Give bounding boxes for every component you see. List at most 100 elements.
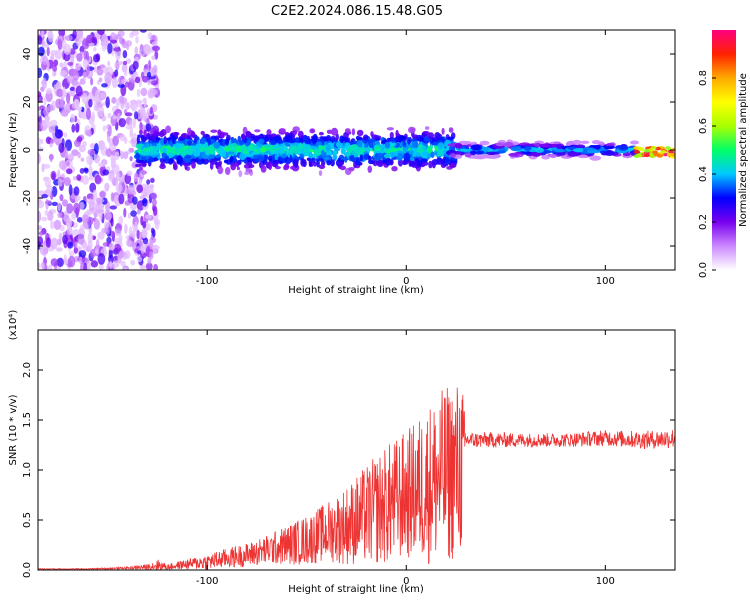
heatmap-cell <box>138 231 143 240</box>
heatmap-cell <box>51 201 58 207</box>
heatmap-cell <box>337 157 341 163</box>
heatmap-cell <box>368 141 374 148</box>
heatmap-cell <box>142 197 148 207</box>
heatmap-cell <box>367 155 372 161</box>
heatmap-cell <box>149 66 156 77</box>
heatmap-cell <box>248 144 254 152</box>
heatmap-cell <box>124 137 128 144</box>
heatmap-cell <box>38 210 42 223</box>
heatmap-cell <box>56 247 63 252</box>
heatmap-cell <box>414 158 420 162</box>
heatmap-cell <box>97 231 105 240</box>
heatmap-cell <box>88 165 93 177</box>
heatmap-cell <box>278 128 286 133</box>
heatmap-cell <box>535 147 544 153</box>
heatmap-cell <box>142 97 147 104</box>
heatmap-cell <box>280 153 287 159</box>
heatmap-cell <box>142 221 147 229</box>
heatmap-cell <box>88 98 93 108</box>
heatmap-cell <box>447 136 454 140</box>
heatmap-cell <box>186 135 191 140</box>
heatmap-cell <box>152 45 160 52</box>
heatmap-cell <box>604 150 615 156</box>
heatmap-cell <box>73 202 81 215</box>
heatmap-cell <box>51 123 56 134</box>
heatmap-cell <box>102 169 110 176</box>
heatmap-cell <box>151 55 156 61</box>
heatmap-cell <box>110 97 117 104</box>
heatmap-cell <box>132 60 139 70</box>
heatmap-cell <box>230 163 237 171</box>
heatmap-cell <box>71 123 76 133</box>
heatmap-cell <box>115 200 120 207</box>
heatmap-cell <box>150 88 158 96</box>
heatmap-cell <box>95 238 100 251</box>
heatmap-cell <box>384 141 391 149</box>
heatmap-cell <box>420 158 428 163</box>
heatmap-cell <box>92 189 98 202</box>
heatmap-cell <box>283 166 288 171</box>
heatmap-cell <box>239 152 246 161</box>
heatmap-cell <box>321 160 326 166</box>
heatmap-cell <box>258 138 265 145</box>
heatmap-cell <box>111 177 119 187</box>
heatmap-cell <box>288 138 296 144</box>
heatmap-cell <box>285 147 289 156</box>
heatmap-cell <box>38 106 43 111</box>
heatmap-cell <box>107 60 111 67</box>
heatmap-cell <box>117 83 125 88</box>
heatmap-cell <box>124 250 131 260</box>
heatmap-cell <box>106 212 112 221</box>
heatmap-cell <box>402 141 407 146</box>
heatmap-cell <box>108 242 116 251</box>
y-tick-label: 1.5 <box>22 412 33 428</box>
heatmap-cell <box>99 92 106 99</box>
heatmap-cell <box>393 151 399 157</box>
heatmap-cell <box>326 129 332 134</box>
heatmap-cell <box>81 93 88 104</box>
heatmap-cell <box>313 161 317 167</box>
heatmap-cell <box>93 104 100 112</box>
heatmap-cell <box>187 140 193 146</box>
heatmap-cell <box>42 163 51 169</box>
heatmap-cell <box>126 42 130 51</box>
heatmap-cell <box>205 149 210 156</box>
heatmap-cell <box>352 144 359 150</box>
heatmap-cell <box>58 232 63 241</box>
heatmap-cell <box>135 76 141 84</box>
heatmap-cell <box>101 227 109 234</box>
heatmap-cell <box>591 140 602 145</box>
heatmap-cell <box>367 165 373 173</box>
colorbar-gradient <box>712 30 736 270</box>
colorbar-tick-label: 0.6 <box>698 118 709 134</box>
heatmap-cell <box>113 260 120 268</box>
heatmap-cell <box>270 133 277 137</box>
heatmap-cell <box>99 191 106 198</box>
heatmap-cell <box>58 160 67 170</box>
heatmap-cell <box>44 200 52 205</box>
heatmap-cell <box>63 147 68 160</box>
heatmap-cell <box>111 77 118 89</box>
heatmap-cell <box>150 128 155 135</box>
heatmap-cell <box>66 203 74 214</box>
heatmap-cell <box>209 162 214 170</box>
heatmap-cell <box>184 162 188 171</box>
heatmap-cell <box>476 150 484 154</box>
heatmap-cell <box>149 145 158 154</box>
heatmap-cell <box>123 207 127 218</box>
heatmap-cell <box>50 258 59 267</box>
heatmap-cell <box>110 157 117 168</box>
heatmap-cell <box>567 151 578 157</box>
heatmap-cell <box>41 261 46 270</box>
heatmap-cell <box>38 231 44 236</box>
heatmap-cell <box>260 147 267 153</box>
heatmap-cell <box>235 161 240 168</box>
colorbar: 0.0 0.2 0.4 0.6 0.8 Normalized spectral ampl… <box>698 30 749 278</box>
y-tick-label: -40 <box>22 238 33 254</box>
heatmap-cell <box>135 100 143 108</box>
heatmap-cell <box>72 30 77 40</box>
heatmap-cell <box>117 112 121 119</box>
x-tick-label: -100 <box>196 276 219 287</box>
y-tick-label: -20 <box>22 190 33 206</box>
heatmap-cell <box>503 142 514 147</box>
